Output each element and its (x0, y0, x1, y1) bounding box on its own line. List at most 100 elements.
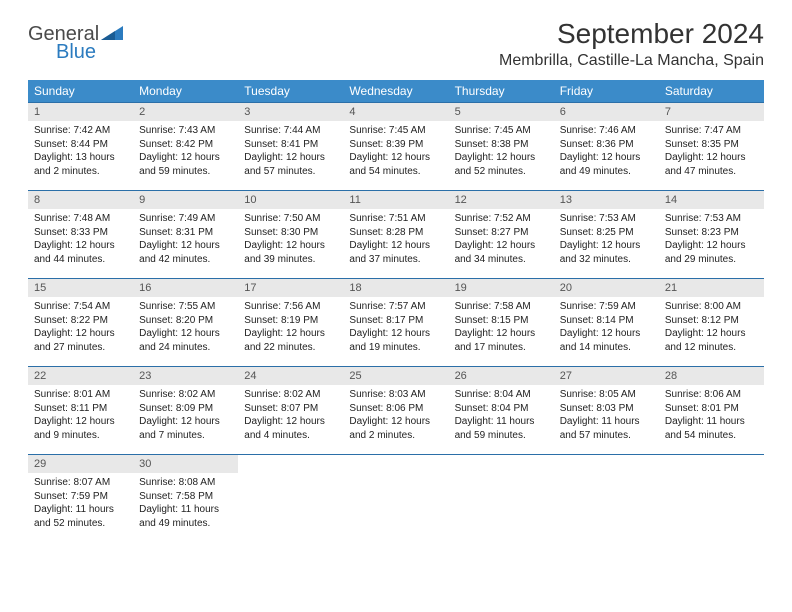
daylight-line: Daylight: 12 hours and 12 minutes. (665, 327, 758, 354)
day-body: Sunrise: 7:53 AMSunset: 8:23 PMDaylight:… (659, 209, 764, 270)
day-body: Sunrise: 7:57 AMSunset: 8:17 PMDaylight:… (343, 297, 448, 358)
logo-text: General Blue (28, 24, 123, 62)
day-body: Sunrise: 7:56 AMSunset: 8:19 PMDaylight:… (238, 297, 343, 358)
daylight-line: Daylight: 12 hours and 42 minutes. (139, 239, 232, 266)
sunrise-line: Sunrise: 7:57 AM (349, 300, 442, 314)
day-number: 20 (554, 279, 659, 297)
calendar-cell: 4Sunrise: 7:45 AMSunset: 8:39 PMDaylight… (343, 103, 448, 191)
sunrise-line: Sunrise: 7:59 AM (560, 300, 653, 314)
daylight-line: Daylight: 12 hours and 4 minutes. (244, 415, 337, 442)
calendar-cell: 19Sunrise: 7:58 AMSunset: 8:15 PMDayligh… (449, 279, 554, 367)
sunset-line: Sunset: 8:42 PM (139, 138, 232, 152)
sunrise-line: Sunrise: 7:56 AM (244, 300, 337, 314)
day-number: 29 (28, 455, 133, 473)
day-body: Sunrise: 8:01 AMSunset: 8:11 PMDaylight:… (28, 385, 133, 446)
calendar-cell: 15Sunrise: 7:54 AMSunset: 8:22 PMDayligh… (28, 279, 133, 367)
day-body: Sunrise: 8:02 AMSunset: 8:07 PMDaylight:… (238, 385, 343, 446)
daylight-line: Daylight: 12 hours and 34 minutes. (455, 239, 548, 266)
calendar-cell: 1Sunrise: 7:42 AMSunset: 8:44 PMDaylight… (28, 103, 133, 191)
calendar-row: 1Sunrise: 7:42 AMSunset: 8:44 PMDaylight… (28, 103, 764, 191)
sunset-line: Sunset: 8:20 PM (139, 314, 232, 328)
daylight-line: Daylight: 11 hours and 59 minutes. (455, 415, 548, 442)
day-body: Sunrise: 8:02 AMSunset: 8:09 PMDaylight:… (133, 385, 238, 446)
sunrise-line: Sunrise: 7:58 AM (455, 300, 548, 314)
weekday-header-row: Sunday Monday Tuesday Wednesday Thursday… (28, 80, 764, 103)
daylight-line: Daylight: 12 hours and 52 minutes. (455, 151, 548, 178)
sunrise-line: Sunrise: 7:49 AM (139, 212, 232, 226)
calendar-cell: 3Sunrise: 7:44 AMSunset: 8:41 PMDaylight… (238, 103, 343, 191)
sunrise-line: Sunrise: 7:42 AM (34, 124, 127, 138)
sunrise-line: Sunrise: 8:05 AM (560, 388, 653, 402)
sunrise-line: Sunrise: 7:48 AM (34, 212, 127, 226)
day-body: Sunrise: 8:00 AMSunset: 8:12 PMDaylight:… (659, 297, 764, 358)
day-number: 19 (449, 279, 554, 297)
calendar-cell: 20Sunrise: 7:59 AMSunset: 8:14 PMDayligh… (554, 279, 659, 367)
day-number: 30 (133, 455, 238, 473)
daylight-line: Daylight: 12 hours and 7 minutes. (139, 415, 232, 442)
day-body: Sunrise: 7:49 AMSunset: 8:31 PMDaylight:… (133, 209, 238, 270)
weekday-header: Monday (133, 80, 238, 103)
calendar-table: Sunday Monday Tuesday Wednesday Thursday… (28, 80, 764, 543)
sunset-line: Sunset: 8:38 PM (455, 138, 548, 152)
day-number: 15 (28, 279, 133, 297)
calendar-cell: 12Sunrise: 7:52 AMSunset: 8:27 PMDayligh… (449, 191, 554, 279)
day-number: 23 (133, 367, 238, 385)
sunrise-line: Sunrise: 7:44 AM (244, 124, 337, 138)
sunset-line: Sunset: 8:03 PM (560, 402, 653, 416)
sunrise-line: Sunrise: 8:08 AM (139, 476, 232, 490)
month-title: September 2024 (499, 18, 764, 50)
title-block: September 2024 Membrilla, Castille-La Ma… (499, 18, 764, 70)
day-body: Sunrise: 8:06 AMSunset: 8:01 PMDaylight:… (659, 385, 764, 446)
sunrise-line: Sunrise: 7:53 AM (665, 212, 758, 226)
calendar-cell: 18Sunrise: 7:57 AMSunset: 8:17 PMDayligh… (343, 279, 448, 367)
day-number: 9 (133, 191, 238, 209)
weekday-header: Sunday (28, 80, 133, 103)
calendar-cell: 9Sunrise: 7:49 AMSunset: 8:31 PMDaylight… (133, 191, 238, 279)
calendar-cell: 10Sunrise: 7:50 AMSunset: 8:30 PMDayligh… (238, 191, 343, 279)
day-body: Sunrise: 7:59 AMSunset: 8:14 PMDaylight:… (554, 297, 659, 358)
day-number: 24 (238, 367, 343, 385)
daylight-line: Daylight: 12 hours and 27 minutes. (34, 327, 127, 354)
sunset-line: Sunset: 7:59 PM (34, 490, 127, 504)
calendar-cell (659, 455, 764, 543)
page-header: General Blue September 2024 Membrilla, C… (28, 18, 764, 70)
sunset-line: Sunset: 8:07 PM (244, 402, 337, 416)
day-body: Sunrise: 7:55 AMSunset: 8:20 PMDaylight:… (133, 297, 238, 358)
sunset-line: Sunset: 8:19 PM (244, 314, 337, 328)
sunrise-line: Sunrise: 8:00 AM (665, 300, 758, 314)
daylight-line: Daylight: 12 hours and 49 minutes. (560, 151, 653, 178)
calendar-cell: 14Sunrise: 7:53 AMSunset: 8:23 PMDayligh… (659, 191, 764, 279)
day-number: 1 (28, 103, 133, 121)
day-number: 5 (449, 103, 554, 121)
sunrise-line: Sunrise: 7:53 AM (560, 212, 653, 226)
weekday-header: Wednesday (343, 80, 448, 103)
daylight-line: Daylight: 11 hours and 52 minutes. (34, 503, 127, 530)
sunset-line: Sunset: 8:15 PM (455, 314, 548, 328)
day-body: Sunrise: 7:54 AMSunset: 8:22 PMDaylight:… (28, 297, 133, 358)
day-body: Sunrise: 7:45 AMSunset: 8:38 PMDaylight:… (449, 121, 554, 182)
daylight-line: Daylight: 12 hours and 2 minutes. (349, 415, 442, 442)
calendar-cell (238, 455, 343, 543)
sunrise-line: Sunrise: 8:06 AM (665, 388, 758, 402)
daylight-line: Daylight: 12 hours and 59 minutes. (139, 151, 232, 178)
day-body: Sunrise: 7:44 AMSunset: 8:41 PMDaylight:… (238, 121, 343, 182)
daylight-line: Daylight: 12 hours and 24 minutes. (139, 327, 232, 354)
sunset-line: Sunset: 8:23 PM (665, 226, 758, 240)
day-number: 14 (659, 191, 764, 209)
sunset-line: Sunset: 8:17 PM (349, 314, 442, 328)
day-number: 11 (343, 191, 448, 209)
calendar-row: 22Sunrise: 8:01 AMSunset: 8:11 PMDayligh… (28, 367, 764, 455)
calendar-body: 1Sunrise: 7:42 AMSunset: 8:44 PMDaylight… (28, 103, 764, 543)
calendar-cell: 22Sunrise: 8:01 AMSunset: 8:11 PMDayligh… (28, 367, 133, 455)
calendar-cell: 21Sunrise: 8:00 AMSunset: 8:12 PMDayligh… (659, 279, 764, 367)
sunrise-line: Sunrise: 8:03 AM (349, 388, 442, 402)
day-number: 17 (238, 279, 343, 297)
day-body: Sunrise: 7:47 AMSunset: 8:35 PMDaylight:… (659, 121, 764, 182)
daylight-line: Daylight: 12 hours and 44 minutes. (34, 239, 127, 266)
day-number: 7 (659, 103, 764, 121)
daylight-line: Daylight: 11 hours and 49 minutes. (139, 503, 232, 530)
daylight-line: Daylight: 11 hours and 57 minutes. (560, 415, 653, 442)
day-body: Sunrise: 8:03 AMSunset: 8:06 PMDaylight:… (343, 385, 448, 446)
sunrise-line: Sunrise: 7:50 AM (244, 212, 337, 226)
sunset-line: Sunset: 8:14 PM (560, 314, 653, 328)
